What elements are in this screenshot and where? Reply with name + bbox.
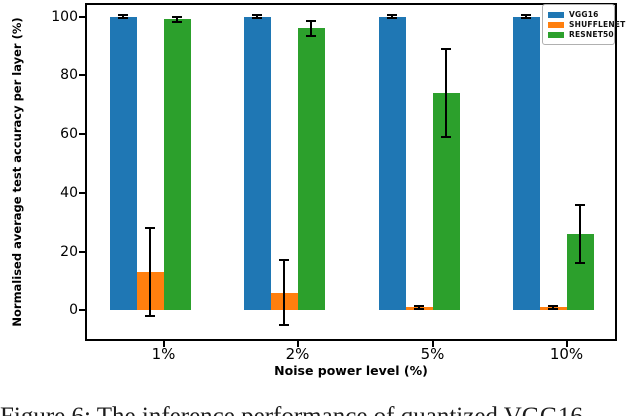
error-bar-vgg16-2% [256, 15, 258, 18]
error-cap-bottom-vgg16-1% [118, 16, 128, 19]
legend-item-vgg16: VGG16 [548, 10, 609, 19]
y-tick-mark-60 [79, 133, 85, 136]
error-bar-shufflenet-10% [552, 306, 554, 309]
error-bar-vgg16-5% [391, 15, 393, 18]
plot-area [85, 3, 617, 341]
error-cap-top-resnet50-1% [172, 16, 182, 19]
x-axis-label: Noise power level (%) [274, 363, 428, 378]
error-cap-top-vgg16-1% [118, 14, 128, 17]
error-cap-top-vgg16-10% [521, 14, 531, 17]
error-cap-top-resnet50-10% [575, 203, 585, 206]
y-tick-label-100: 100 [51, 8, 78, 25]
legend-item-shufflenet: SHUFFLENET [548, 20, 625, 29]
error-cap-top-resnet50-2% [306, 19, 316, 22]
error-cap-top-shufflenet-5% [414, 305, 424, 308]
y-tick-label-60: 60 [60, 126, 78, 143]
error-bar-resnet50-10% [579, 204, 581, 264]
caption-clip: Figure 6: The inference performance of q… [0, 402, 640, 416]
legend: VGG16 SHUFFLENET RESNET50 [542, 4, 625, 45]
error-cap-bottom-vgg16-5% [387, 16, 397, 19]
legend-label: RESNET50 [569, 30, 614, 39]
legend-swatch-icon [548, 21, 564, 28]
x-tick-mark-2% [296, 341, 299, 347]
bar-vgg16-2% [243, 16, 271, 311]
error-bar-resnet50-1% [176, 17, 178, 22]
y-tick-label-80: 80 [60, 67, 78, 84]
legend-item-resnet50: RESNET50 [548, 30, 614, 39]
error-cap-bottom-vgg16-10% [521, 16, 531, 19]
x-tick-mark-1% [162, 341, 165, 347]
error-bar-resnet50-5% [445, 48, 447, 138]
bar-resnet50-2% [297, 28, 325, 311]
error-cap-top-resnet50-5% [441, 47, 451, 50]
y-tick-mark-100 [79, 15, 85, 18]
y-tick-mark-40 [79, 191, 85, 194]
x-tick-mark-10% [565, 341, 568, 347]
error-cap-top-vgg16-5% [387, 14, 397, 17]
error-bar-vgg16-10% [525, 15, 527, 18]
error-bar-vgg16-1% [122, 15, 124, 18]
x-tick-label-1%: 1% [151, 345, 176, 363]
x-tick-label-10%: 10% [549, 345, 584, 363]
error-bar-resnet50-2% [310, 20, 312, 36]
x-tick-label-5%: 5% [420, 345, 445, 363]
y-tick-label-0: 0 [69, 302, 78, 319]
bar-vgg16-5% [378, 16, 406, 311]
y-tick-label-20: 20 [60, 243, 78, 260]
y-tick-mark-80 [79, 74, 85, 77]
error-cap-bottom-vgg16-2% [252, 16, 262, 19]
y-axis-label: Normalised average test accuracy per lay… [10, 17, 24, 327]
y-tick-mark-0 [79, 309, 85, 312]
error-cap-top-shufflenet-10% [548, 305, 558, 308]
x-tick-mark-5% [431, 341, 434, 347]
error-cap-bottom-resnet50-2% [306, 34, 316, 37]
error-cap-bottom-resnet50-5% [441, 136, 451, 139]
y-tick-mark-20 [79, 250, 85, 253]
legend-swatch-icon [548, 11, 564, 18]
error-bar-shufflenet-1% [149, 228, 151, 317]
error-cap-bottom-resnet50-10% [575, 262, 585, 265]
error-cap-bottom-shufflenet-2% [279, 324, 289, 327]
error-bar-shufflenet-5% [418, 306, 420, 309]
figure-caption: Figure 6: The inference performance of q… [0, 402, 640, 416]
x-tick-label-2%: 2% [285, 345, 310, 363]
legend-label: VGG16 [569, 10, 599, 19]
error-cap-top-shufflenet-2% [279, 259, 289, 262]
error-cap-top-shufflenet-1% [145, 227, 155, 230]
bar-resnet50-1% [163, 19, 191, 311]
error-cap-bottom-shufflenet-1% [145, 315, 155, 318]
error-bar-shufflenet-2% [283, 260, 285, 326]
legend-label: SHUFFLENET [569, 20, 626, 29]
y-tick-label-40: 40 [60, 184, 78, 201]
error-cap-bottom-shufflenet-5% [414, 307, 424, 310]
legend-swatch-icon [548, 31, 564, 38]
error-cap-bottom-resnet50-1% [172, 20, 182, 23]
bar-vgg16-1% [109, 16, 137, 311]
error-cap-top-vgg16-2% [252, 14, 262, 17]
bar-vgg16-10% [512, 16, 540, 311]
error-cap-bottom-shufflenet-10% [548, 307, 558, 310]
